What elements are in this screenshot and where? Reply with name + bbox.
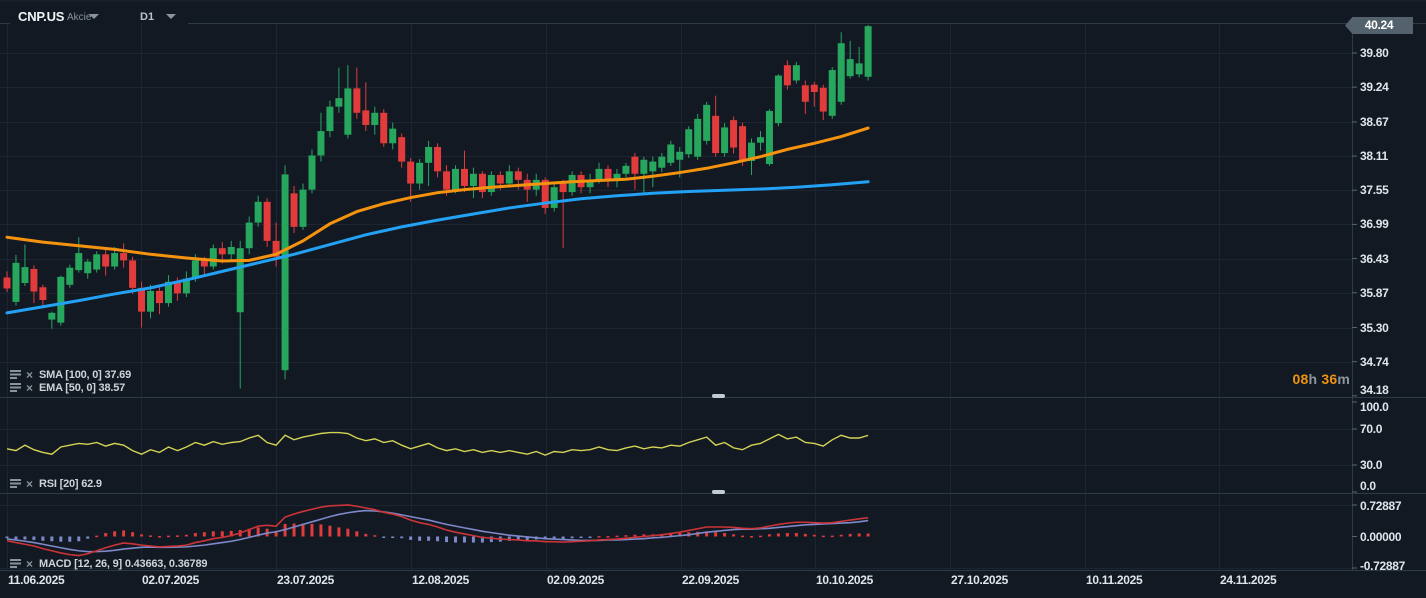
legend-sma: × SMA [100, 0] 37.69 [10, 368, 131, 381]
legend-ema: × EMA [50, 0] 38.57 [10, 381, 125, 394]
legend-macd: × MACD [12, 26, 9] 0.43663, 0.36789 [10, 555, 208, 573]
indicator-settings-icon[interactable] [10, 555, 21, 573]
indicator-close-icon[interactable]: × [26, 367, 34, 382]
timeframe-dropdown-caret-icon[interactable] [166, 14, 176, 19]
macd-tick-label: 0.00000 [1360, 529, 1402, 544]
date-tick-label: 02.09.2025 [547, 573, 605, 587]
rsi-tick-label: 30.0 [1360, 458, 1383, 472]
indicator-settings-icon[interactable] [10, 379, 21, 397]
candles-layer [3, 24, 872, 389]
symbol-dropdown-caret-icon[interactable] [89, 14, 99, 19]
macd-signal-line [6, 509, 869, 553]
price-tick-label: 34.18 [1360, 383, 1389, 397]
rsi-legend-label: RSI [20] 62.9 [39, 477, 102, 490]
candle-countdown: 08h 36m [1150, 371, 1350, 387]
rsi-tick-label: 0.0 [1360, 479, 1376, 493]
price-tick-label: 39.24 [1360, 80, 1389, 95]
price-tick-label: 37.55 [1360, 183, 1389, 198]
ema50-line [5, 126, 870, 263]
rsi-line [6, 431, 869, 456]
axis-tick-marks [1352, 52, 1357, 569]
macd-tick-label: -0.72887 [1360, 559, 1405, 573]
current-price-tag: 40.24 [1345, 17, 1413, 34]
rsi-tick-label: 100.0 [1360, 400, 1389, 414]
countdown-minutes: 36 [1321, 371, 1338, 387]
date-tick-label: 02.07.2025 [142, 573, 200, 587]
macd-legend-label: MACD [12, 26, 9] 0.43663, 0.36789 [39, 557, 208, 570]
date-tick-label: 10.11.2025 [1086, 573, 1143, 587]
countdown-minutes-unit: m [1337, 371, 1350, 387]
date-tick-label: 11.06.2025 [8, 573, 65, 587]
indicator-close-icon[interactable]: × [26, 556, 34, 571]
date-tick-label: 23.07.2025 [277, 573, 335, 587]
legend-rsi: × RSI [20] 62.9 [10, 477, 102, 490]
rsi-tick-label: 70.0 [1360, 422, 1383, 436]
panel-splitter-grip[interactable] [712, 490, 725, 494]
price-tick-label: 36.99 [1360, 217, 1389, 232]
sma100-line [5, 180, 870, 315]
date-tick-label: 10.10.2025 [816, 573, 874, 587]
countdown-hours-unit: h [1308, 371, 1318, 387]
date-tick-label: 22.09.2025 [682, 573, 740, 587]
price-tick-label: 38.11 [1360, 149, 1388, 164]
date-tick-label: 24.11.2025 [1220, 573, 1277, 587]
sma-legend-label: SMA [100, 0] 37.69 [39, 368, 131, 381]
macd-tick-label: 0.72887 [1360, 499, 1402, 513]
indicator-close-icon[interactable]: × [26, 476, 34, 491]
price-tick-label: 35.30 [1360, 320, 1389, 335]
indicator-settings-icon[interactable] [10, 475, 21, 493]
macd-line [6, 504, 869, 557]
symbol-market-label[interactable]: Akcie [67, 12, 92, 23]
indicator-settings-icon[interactable] [10, 366, 21, 384]
date-tick-label: 12.08.2025 [412, 573, 470, 587]
panel-borders [0, 0, 1426, 571]
countdown-hours: 08 [1292, 371, 1309, 387]
indicator-close-icon[interactable]: × [26, 380, 34, 395]
date-tick-label: 27.10.2025 [951, 573, 1009, 587]
ema-legend-label: EMA [50, 0] 38.57 [39, 381, 126, 394]
timeframe-selector[interactable]: D1 [140, 11, 155, 23]
price-tick-label: 38.67 [1360, 114, 1389, 129]
price-tick-label: 36.43 [1360, 251, 1389, 266]
price-tick-label: 35.87 [1360, 285, 1389, 300]
price-tick-label: 34.74 [1360, 354, 1389, 369]
panel-splitter-grip[interactable] [712, 394, 725, 398]
price-tick-label: 39.80 [1360, 46, 1389, 60]
grid-layer [0, 23, 1352, 570]
symbol-label[interactable]: CNP.US [18, 9, 65, 24]
